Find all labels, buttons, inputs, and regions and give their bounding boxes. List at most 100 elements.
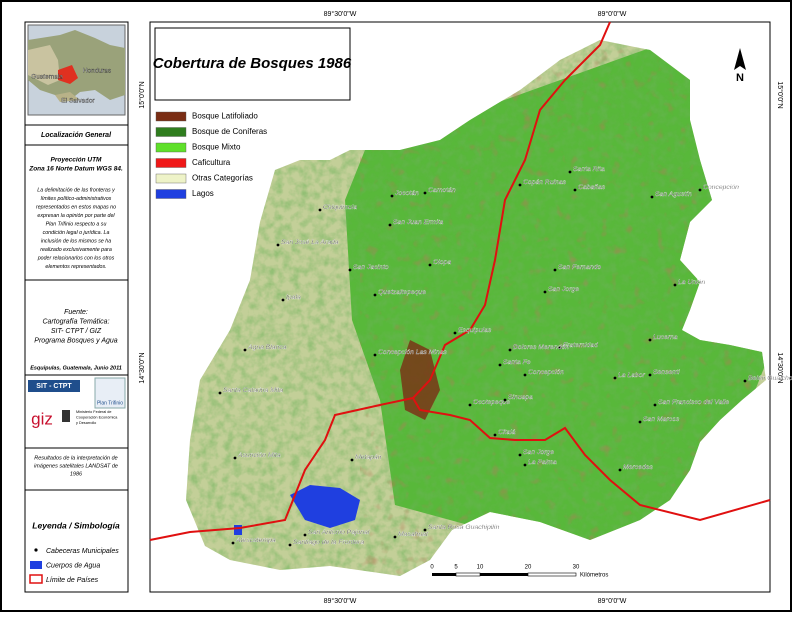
disclaimer-line: realizado exclusivamente para: [40, 247, 112, 253]
town-label: Citalá: [498, 429, 516, 436]
scale-tick: 30: [573, 565, 580, 571]
town-label: San José La Arada: [281, 239, 339, 246]
disclaimer-line: representados en estos mapas no: [36, 204, 116, 210]
broadleaf-patch: [400, 340, 440, 420]
legend-label: Otras Categorías: [192, 174, 253, 183]
town-dot: [743, 379, 747, 383]
town-label: La Palma: [528, 459, 557, 466]
town-label: Concepción: [528, 369, 564, 376]
town-dot: [638, 420, 642, 424]
town-dot: [281, 298, 285, 302]
town-dot: [518, 453, 522, 457]
town-dot: [493, 433, 497, 437]
town-label: Sensenti: [653, 369, 680, 376]
town-dot: [568, 170, 572, 174]
town-dot: [613, 376, 617, 380]
legend-label: Lagos: [192, 189, 214, 198]
town-label: Cabañas: [578, 184, 606, 191]
source-line: Cartografía Temática:: [42, 318, 109, 325]
disclaimer-line: Plan Trifinio respecto a su: [46, 221, 107, 227]
legend-swatch: [155, 158, 187, 168]
town-dot: [388, 223, 392, 227]
town-label: San Jorge: [523, 449, 554, 456]
scale-unit: Kilómetros: [580, 573, 608, 579]
town-label: Asunción Mita: [237, 452, 281, 459]
town-label: Mercedes: [623, 464, 653, 471]
coord-right: 14°30'0"N: [776, 352, 784, 383]
town-label: Agua Blanca: [247, 344, 287, 351]
town-label: Olopa: [433, 259, 451, 266]
town-dot: [390, 194, 394, 198]
town-label: San Francisco del Valle: [658, 399, 729, 406]
town-dot: [698, 188, 702, 192]
disclaimer-line: inclusión de los mismos se ha: [41, 238, 111, 244]
town-label: San Marcos: [643, 416, 680, 423]
town-dot: [673, 283, 677, 287]
town-dot: [373, 353, 377, 357]
town-label: La Unión: [678, 279, 705, 286]
country-boundary: [149, 21, 771, 541]
town-dot: [648, 338, 652, 342]
town-dot: [468, 403, 472, 407]
town-label: Copán Ruinas: [523, 179, 567, 186]
coord-left: 15°0'0"N: [138, 81, 146, 108]
logo-ministry: Ministerio Federal de: [76, 410, 111, 414]
symbology-title: Leyenda / Simbología: [32, 520, 120, 530]
dynamic-layer: Bosque Latifoliado Bosque de Coníferas Bos…: [28, 10, 792, 605]
legend-swatch: [155, 189, 187, 199]
location-title: Localización General: [41, 132, 112, 139]
inset-map: [27, 24, 126, 116]
legend-swatch: [155, 127, 187, 137]
north-arrow-head: [734, 48, 746, 70]
legend-swatch: [155, 111, 187, 122]
town-label: San Juan Ermita: [393, 219, 443, 226]
source-line: Fuente:: [64, 309, 88, 316]
town-dot: [218, 391, 222, 395]
logo-ministry: y Desarrollo: [76, 421, 96, 425]
town-label: Santa Rosa Guachipilín: [428, 524, 500, 531]
town-dot: [276, 243, 280, 247]
inset-country: [55, 92, 80, 102]
town-label: San Agustín: [655, 191, 692, 198]
town-label: Chiquimula: [323, 204, 357, 211]
disclaimer-line: elementos representados.: [45, 264, 106, 270]
side-panel: [24, 21, 129, 593]
legend-swatch: [155, 142, 187, 153]
town-label: Jocotán: [394, 190, 419, 197]
town-dot: [573, 188, 577, 192]
town-label: San Fernando: [558, 264, 601, 271]
disclaimer-line: La delimitación de las fronteras y: [37, 187, 115, 193]
town-dot: [423, 528, 427, 532]
coord-top: 89°30'0"W: [324, 10, 357, 18]
town-dot: [648, 373, 652, 377]
logo-sit-text: SIT - CTPT: [36, 383, 72, 390]
town-dot: [428, 263, 432, 267]
town-dot: [543, 290, 547, 294]
legend-label: Bosque Latifoliado: [192, 112, 258, 121]
town-label: Santa Rita: [573, 166, 605, 173]
town-label: Santa Fe: [503, 359, 531, 366]
town-label: Belén Gualcho: [748, 375, 792, 382]
legend-label: Caficultura: [192, 158, 231, 167]
north-arrow: N: [734, 48, 746, 84]
town-dot: [650, 195, 654, 199]
town-dot: [231, 541, 235, 545]
inset-country: [28, 45, 60, 85]
town-label: Dolores Merendón: [513, 344, 569, 351]
town-dot: [318, 208, 322, 212]
town-label: Santiago de la Frontera: [293, 539, 364, 546]
scale-tick: 0: [430, 565, 434, 571]
scale-tick: 20: [525, 565, 532, 571]
symbol-water: [30, 561, 42, 569]
legend-label: Bosque de Coníferas: [192, 127, 267, 136]
town-dot: [350, 458, 354, 462]
town-label: Sinuapa: [508, 394, 533, 401]
town-dot: [423, 191, 427, 195]
town-dot: [503, 398, 507, 402]
town-label: Camotán: [428, 187, 456, 194]
note-line: Resultados de la interpretación de: [34, 455, 117, 461]
town-dot: [553, 268, 557, 272]
coord-right: 15°0'0"N: [776, 81, 784, 108]
scale-bar: [432, 572, 577, 577]
town-label: Fraternidad: [563, 342, 598, 349]
